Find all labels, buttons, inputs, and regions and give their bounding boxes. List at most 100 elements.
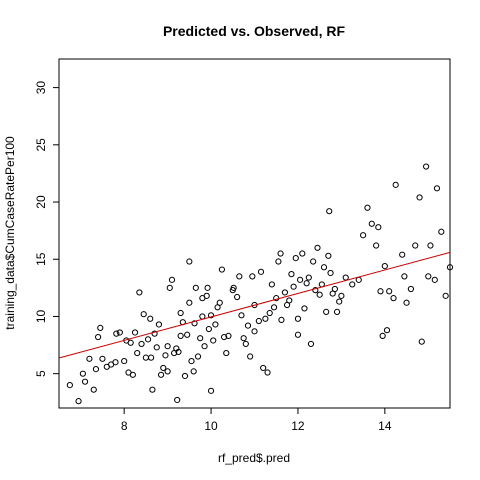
data-point bbox=[266, 309, 273, 317]
data-point bbox=[79, 370, 86, 377]
data-point bbox=[212, 321, 219, 328]
data-point bbox=[205, 325, 212, 333]
y-tick-label: 15 bbox=[34, 252, 48, 266]
data-point bbox=[327, 269, 334, 277]
data-point bbox=[446, 264, 454, 271]
y-tick-label: 5 bbox=[34, 370, 48, 377]
data-point bbox=[390, 295, 397, 302]
data-point bbox=[431, 276, 438, 283]
data-point bbox=[277, 250, 284, 257]
data-point bbox=[286, 297, 293, 304]
data-point bbox=[66, 382, 73, 389]
data-point bbox=[270, 304, 278, 311]
data-point bbox=[238, 312, 245, 319]
data-point bbox=[134, 349, 141, 357]
data-point bbox=[95, 333, 102, 341]
data-point bbox=[290, 283, 297, 290]
data-point bbox=[127, 339, 134, 346]
y-tick-label: 20 bbox=[34, 195, 48, 209]
data-point bbox=[201, 343, 208, 350]
x-tick-label: 10 bbox=[204, 419, 218, 433]
data-point bbox=[336, 298, 343, 305]
x-tick-label: 14 bbox=[378, 419, 392, 433]
data-point bbox=[425, 273, 432, 280]
data-point bbox=[181, 372, 189, 380]
data-point bbox=[255, 317, 262, 325]
data-point bbox=[342, 274, 349, 281]
data-point bbox=[203, 292, 210, 299]
x-tick-label: 12 bbox=[291, 419, 305, 433]
data-point bbox=[433, 185, 441, 192]
data-point bbox=[218, 266, 226, 273]
data-point bbox=[392, 181, 399, 188]
data-point bbox=[234, 293, 241, 301]
data-point bbox=[138, 340, 145, 348]
data-point bbox=[383, 327, 391, 334]
data-point bbox=[197, 335, 204, 342]
data-point bbox=[292, 255, 299, 262]
data-point bbox=[230, 284, 237, 291]
data-point bbox=[251, 301, 258, 309]
data-point bbox=[236, 273, 243, 280]
data-point bbox=[278, 316, 285, 323]
data-point bbox=[331, 285, 338, 293]
data-point bbox=[381, 263, 388, 270]
data-point bbox=[129, 371, 136, 378]
data-point bbox=[442, 292, 449, 299]
data-point bbox=[423, 163, 430, 170]
data-point bbox=[168, 276, 176, 283]
data-point bbox=[191, 320, 198, 327]
data-point bbox=[326, 208, 333, 215]
data-point bbox=[112, 359, 119, 366]
data-point bbox=[403, 299, 410, 306]
data-point bbox=[186, 258, 193, 265]
data-point bbox=[268, 281, 275, 288]
data-point bbox=[301, 305, 308, 312]
data-point bbox=[142, 354, 149, 361]
data-point bbox=[177, 309, 184, 317]
y-tick-label: 25 bbox=[34, 138, 48, 152]
data-point bbox=[81, 378, 89, 385]
data-point bbox=[174, 396, 181, 404]
data-point bbox=[86, 355, 93, 362]
data-point bbox=[116, 329, 123, 336]
data-point bbox=[97, 324, 104, 332]
data-point bbox=[164, 368, 171, 375]
data-point bbox=[113, 330, 120, 337]
data-point bbox=[207, 387, 215, 394]
y-axis: 5 10 15 20 25 30 bbox=[34, 81, 60, 377]
data-point bbox=[131, 329, 139, 336]
data-point bbox=[312, 287, 319, 294]
data-point bbox=[144, 336, 152, 343]
data-point bbox=[368, 220, 375, 227]
y-axis-label: training_data$CumCaseRatePer100 bbox=[3, 136, 17, 330]
data-point bbox=[299, 250, 306, 257]
data-point bbox=[151, 330, 158, 337]
data-point bbox=[242, 340, 249, 348]
data-point bbox=[412, 242, 419, 249]
data-point bbox=[325, 252, 332, 259]
data-point bbox=[399, 251, 406, 258]
data-point bbox=[386, 288, 393, 295]
data-points bbox=[66, 163, 454, 405]
data-point bbox=[90, 386, 97, 393]
data-point bbox=[373, 242, 380, 249]
data-point bbox=[320, 264, 328, 271]
data-point bbox=[188, 357, 195, 365]
data-point bbox=[147, 315, 154, 322]
data-point bbox=[136, 289, 143, 296]
data-point bbox=[262, 315, 269, 322]
x-axis: 8 10 12 14 bbox=[121, 407, 392, 433]
data-point bbox=[92, 365, 100, 373]
data-point bbox=[244, 322, 252, 329]
data-point bbox=[149, 386, 156, 393]
data-point bbox=[275, 258, 282, 265]
data-point bbox=[294, 331, 302, 338]
data-point bbox=[297, 276, 304, 283]
data-point bbox=[210, 337, 217, 344]
data-point bbox=[190, 368, 197, 375]
data-point bbox=[148, 354, 155, 361]
x-axis-label: rf_pred$.pred bbox=[218, 451, 290, 465]
y-tick-label: 30 bbox=[34, 81, 48, 95]
data-point bbox=[249, 273, 256, 280]
